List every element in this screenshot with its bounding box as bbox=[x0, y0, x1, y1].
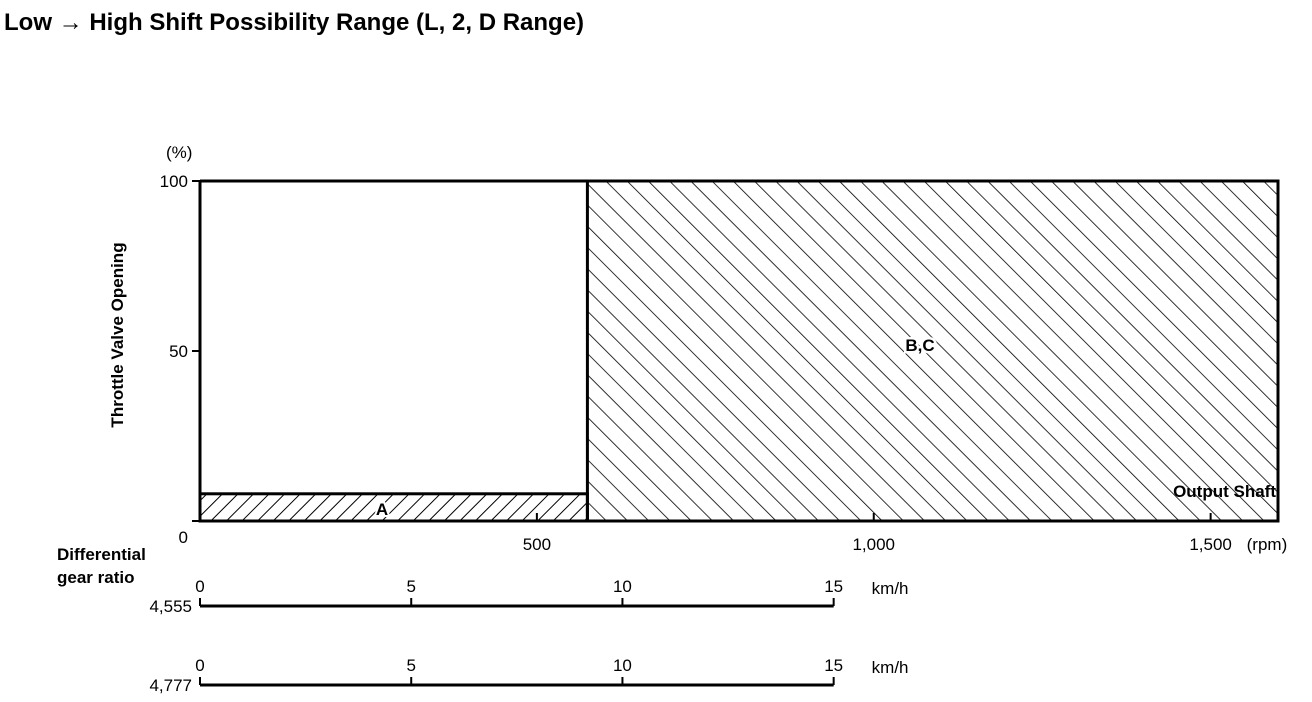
y-ticks: 0 50 100 bbox=[160, 172, 200, 547]
y-tick-label: 0 bbox=[179, 528, 188, 547]
speed-unit-label: km/h bbox=[872, 579, 909, 598]
region-label-bc: B,C bbox=[905, 336, 934, 355]
x-tick-label: 500 bbox=[523, 535, 551, 554]
x-axis-label: Output Shaft bbox=[1173, 482, 1276, 501]
chart-title: Low → High Shift Possibility Range (L, 2… bbox=[4, 9, 584, 36]
y-tick-label: 100 bbox=[160, 172, 188, 191]
speed-tick-label: 15 bbox=[824, 577, 843, 596]
gear-ratio-label: 4,555 bbox=[149, 597, 192, 616]
speed-tick-label: 10 bbox=[613, 577, 632, 596]
speed-tick-label: 5 bbox=[406, 577, 415, 596]
x-tick-label: 1,500 bbox=[1189, 535, 1232, 554]
speed-unit-label: km/h bbox=[872, 658, 909, 677]
region-a bbox=[198, 492, 589, 523]
y-axis-label: Throttle Valve Opening bbox=[108, 242, 127, 427]
x-unit-label: (rpm) bbox=[1247, 535, 1288, 554]
y-tick-label: 50 bbox=[169, 342, 188, 361]
region-bc bbox=[585, 179, 1280, 523]
speed-tick-label: 0 bbox=[195, 577, 204, 596]
x-ticks: 500 1,000 1,500 (rpm) bbox=[523, 513, 1288, 554]
x-tick-label: 1,000 bbox=[852, 535, 895, 554]
speed-tick-label: 15 bbox=[824, 656, 843, 675]
gear-ratio-label: 4,777 bbox=[149, 676, 192, 695]
speed-tick-label: 0 bbox=[195, 656, 204, 675]
speed-tick-label: 5 bbox=[406, 656, 415, 675]
region-label-a: A bbox=[376, 500, 388, 519]
secondary-axes-title-line-2: gear ratio bbox=[57, 568, 134, 587]
shift-regions: A B,C bbox=[198, 179, 1280, 523]
secondary-axes-title-line-1: Differential bbox=[57, 545, 146, 564]
speed-tick-label: 10 bbox=[613, 656, 632, 675]
y-unit-label: (%) bbox=[166, 143, 192, 162]
